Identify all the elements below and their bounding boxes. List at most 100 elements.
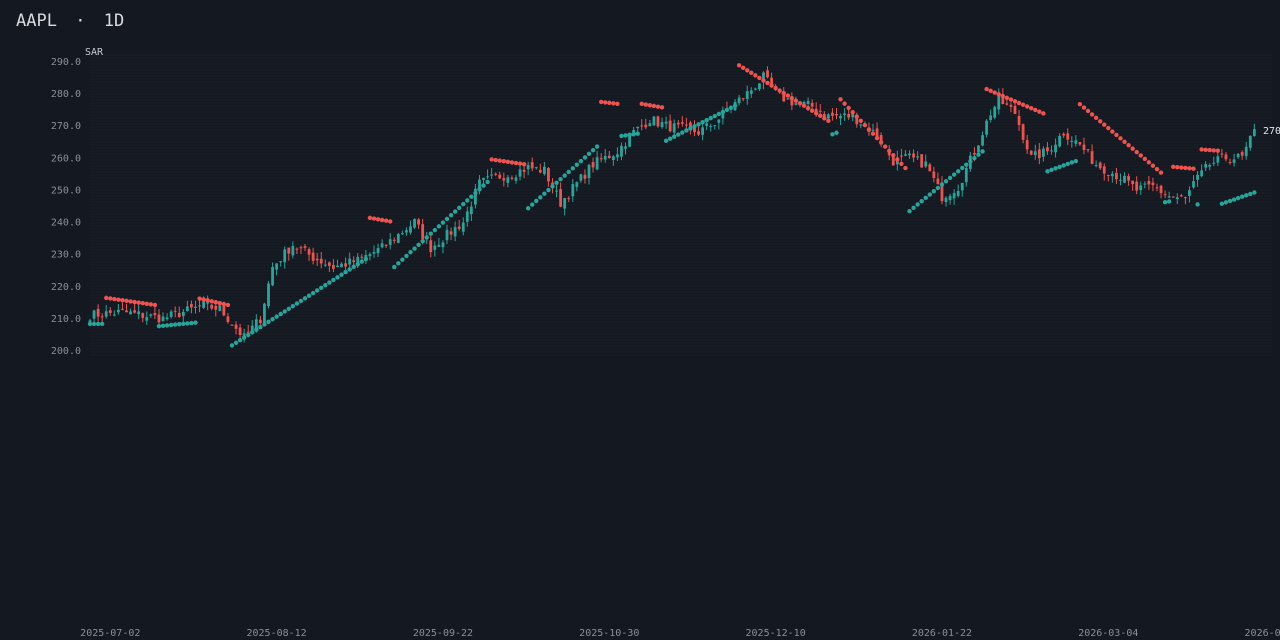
sar-dot	[310, 290, 316, 296]
sar-dot	[104, 295, 109, 301]
sar-dot	[400, 257, 405, 262]
sar-dot	[1016, 100, 1022, 106]
candle	[672, 119, 676, 136]
sar-dot	[1049, 167, 1054, 173]
candle	[173, 306, 177, 318]
candle-body	[453, 227, 457, 237]
candle	[445, 224, 449, 245]
candle	[437, 237, 441, 247]
candle-body	[437, 244, 441, 247]
candle-body	[392, 239, 396, 241]
sar-dot	[1029, 106, 1034, 111]
sar-dot	[205, 298, 210, 303]
x-tick-label: 2025-10-30	[579, 628, 639, 639]
interval-label: 1D	[104, 11, 124, 31]
candle-body	[973, 152, 976, 155]
candle-body	[1090, 151, 1094, 164]
candle	[137, 304, 141, 320]
candle-body	[1106, 174, 1110, 176]
candle	[198, 298, 201, 313]
candle-body	[1143, 183, 1147, 185]
candle	[831, 108, 834, 121]
candle-body	[202, 301, 205, 308]
candle-body	[133, 310, 137, 313]
sar-dot	[635, 131, 640, 136]
candle	[1074, 135, 1078, 147]
candle	[372, 245, 376, 258]
candle-body	[372, 251, 376, 254]
candle	[344, 257, 347, 272]
candle-body	[210, 304, 214, 309]
candle-body	[1021, 124, 1025, 140]
candle	[555, 184, 558, 198]
sar-dot	[440, 220, 446, 225]
candle	[332, 259, 335, 273]
sar-dot	[1239, 194, 1245, 199]
candle	[194, 300, 197, 314]
sar-dot	[477, 187, 482, 192]
sar-dot	[903, 165, 908, 171]
candle	[920, 154, 924, 168]
candle-body	[1228, 161, 1232, 163]
candle-body	[482, 177, 485, 180]
candle	[717, 119, 721, 130]
candle-body	[238, 327, 242, 336]
sar-dot	[108, 296, 113, 301]
candle-body	[542, 166, 546, 175]
candle-body	[1139, 185, 1143, 191]
candle-body	[636, 126, 640, 129]
candle	[1147, 176, 1151, 190]
sar-dot	[968, 159, 973, 164]
candle-body	[165, 317, 169, 320]
sar-dot	[582, 155, 588, 160]
candle-body	[1098, 162, 1102, 169]
candle	[952, 189, 956, 205]
candle-body	[855, 116, 859, 125]
sar-dot	[955, 169, 961, 174]
candle-body	[319, 258, 323, 264]
sar-dot	[1118, 136, 1123, 141]
sar-dot	[566, 169, 571, 175]
candle	[153, 306, 157, 319]
sar-dot	[461, 201, 466, 207]
candle	[1192, 175, 1195, 189]
sar-dot	[647, 103, 653, 108]
chart-title: AAPL · 1D	[16, 11, 124, 31]
candle-body	[684, 124, 688, 126]
candle-body	[1244, 146, 1248, 157]
sar-dot	[586, 151, 592, 157]
sar-dot	[1142, 156, 1148, 162]
candle	[409, 220, 412, 235]
candle-body	[814, 108, 818, 113]
sar-dot	[594, 144, 600, 149]
sar-dot	[1020, 102, 1026, 107]
candle-body	[522, 169, 526, 172]
x-axis: 2025-07-02 2025-08-12 2025-09-22 2025-10-30…	[80, 628, 1280, 639]
sar-dot	[943, 179, 949, 184]
candle	[283, 246, 287, 269]
sar-dot	[1069, 160, 1074, 165]
candle	[1188, 186, 1191, 203]
candle-body	[640, 125, 644, 127]
candle	[323, 259, 327, 268]
candle-body	[826, 114, 830, 119]
candle-body	[502, 178, 506, 181]
candle	[392, 237, 396, 244]
candle-body	[190, 303, 193, 308]
sar-dot	[1065, 161, 1070, 167]
candle-body	[770, 77, 773, 86]
sar-dot	[221, 301, 227, 307]
sar-dot	[237, 337, 243, 343]
sar-dot	[1179, 165, 1184, 170]
candle-body	[299, 247, 303, 249]
candle	[169, 309, 173, 319]
candle	[835, 107, 838, 120]
sar-dot	[749, 70, 754, 76]
sar-dot	[367, 215, 373, 221]
sar-dot	[911, 205, 916, 211]
sar-dot	[1138, 153, 1143, 158]
sar-dot	[181, 321, 186, 327]
candle-body	[421, 224, 425, 239]
sar-dot	[619, 133, 624, 139]
